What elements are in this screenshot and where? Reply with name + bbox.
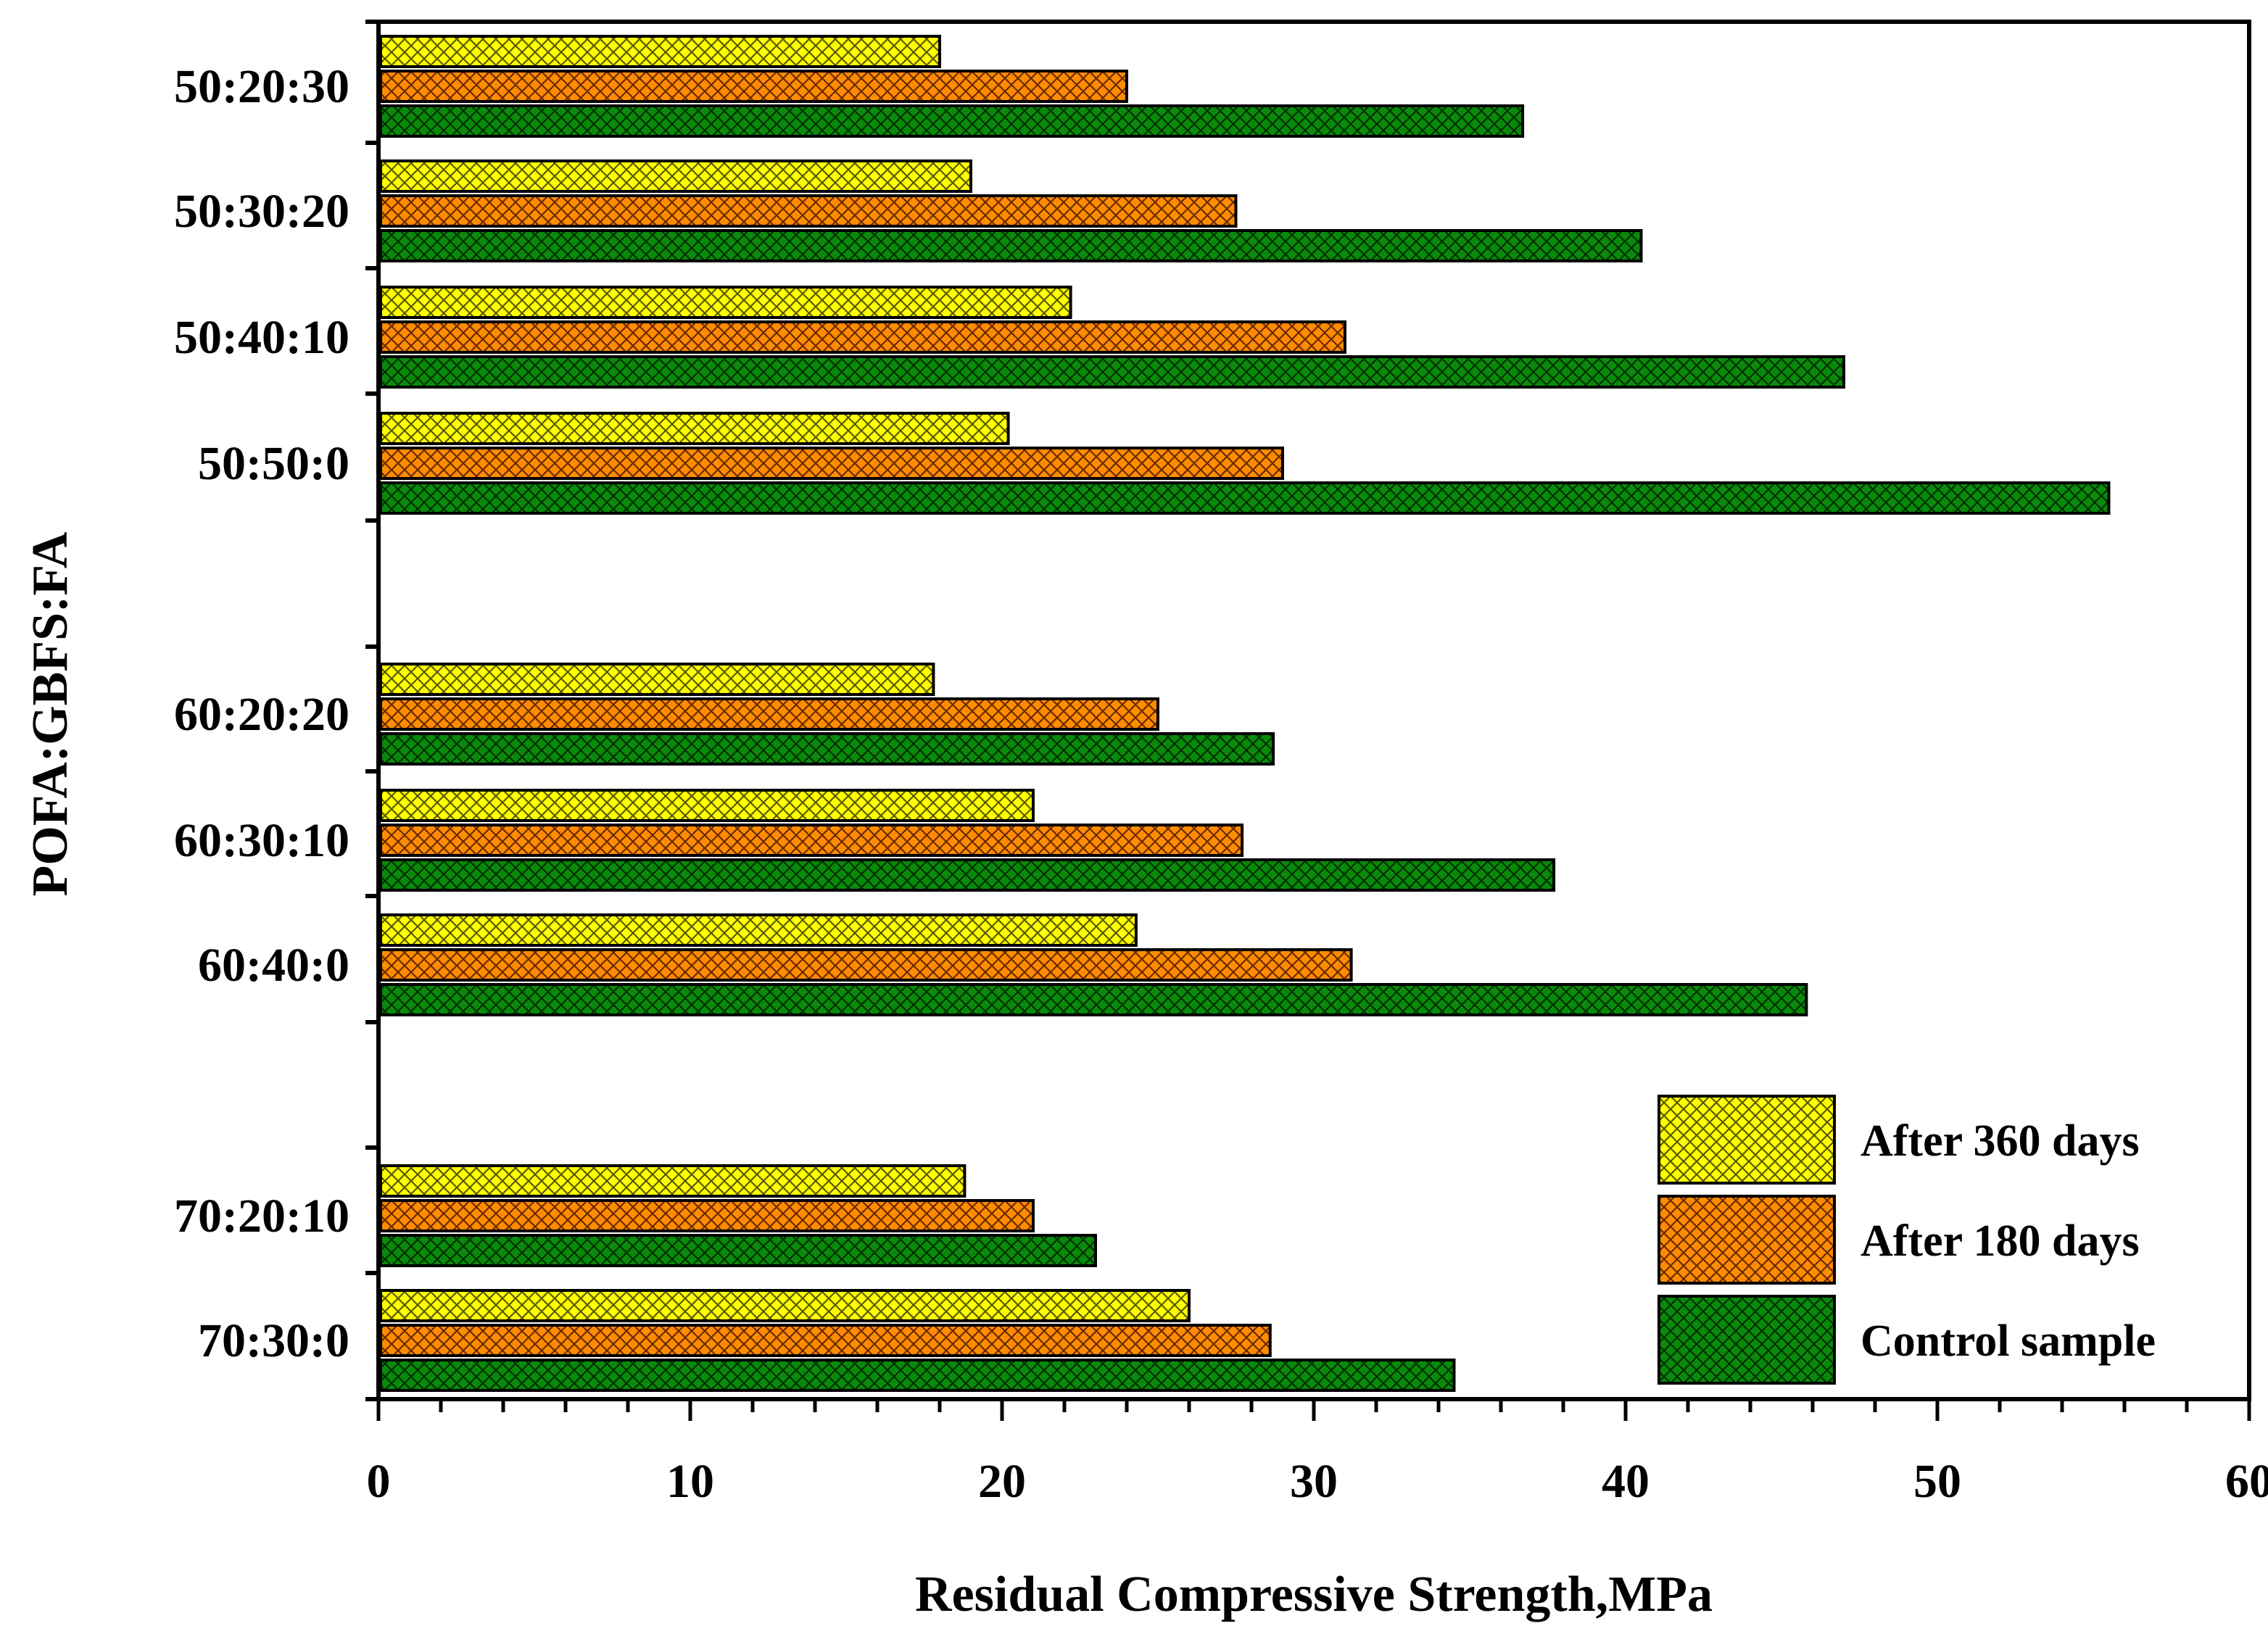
- bar-60-30-10-after-180-days: [379, 824, 1244, 857]
- bar-50-50-0-control-sample: [379, 481, 2111, 515]
- bar-50-50-0-after-180-days: [379, 447, 1284, 480]
- y-tick-label: 60:40:0: [198, 939, 349, 992]
- legend-label: After 360 days: [1861, 1116, 2140, 1166]
- x-tick-label: 40: [1602, 1455, 1650, 1508]
- bar-70-20-10-after-360-days: [379, 1164, 967, 1198]
- legend-label: Control sample: [1861, 1316, 2156, 1366]
- x-tick-label: 60: [2225, 1455, 2268, 1508]
- bar-50-30-20-control-sample: [379, 229, 1643, 262]
- x-tick-label: 10: [666, 1455, 714, 1508]
- bar-60-40-0-after-360-days: [379, 913, 1138, 947]
- y-tick-label: 50:40:10: [174, 311, 349, 364]
- bar-50-30-20-after-360-days: [379, 159, 972, 193]
- y-tick-label: 60:30:10: [174, 814, 349, 867]
- x-tick-label: 30: [1290, 1455, 1338, 1508]
- bar-70-30-0-after-180-days: [379, 1324, 1272, 1357]
- legend-label: After 180 days: [1861, 1216, 2140, 1266]
- legend-swatch-after-360-days: [1657, 1095, 1836, 1185]
- legend: After 360 days After 180 days Control samp…: [1657, 1095, 2156, 1385]
- y-axis-ticks: 50:20:30 50:30:20 50:40:10 50:50:0 60:20:20 6…: [174, 20, 378, 1401]
- y-axis-title: POFA:GBFS:FA: [22, 531, 78, 896]
- x-tick-label: 20: [978, 1455, 1026, 1508]
- bar-60-20-20-control-sample: [379, 732, 1275, 766]
- y-tick-label: 70:30:0: [198, 1314, 349, 1367]
- bar-60-20-20-after-180-days: [379, 697, 1159, 731]
- x-axis-title: Residual Compressive Strength,MPa: [915, 1567, 1713, 1622]
- bar-50-30-20-after-180-days: [379, 194, 1238, 228]
- y-tick-label: 70:20:10: [174, 1190, 349, 1243]
- bar-50-40-10-control-sample: [379, 355, 1845, 389]
- bar-50-20-30-after-180-days: [379, 70, 1128, 103]
- bar-50-40-10-after-180-days: [379, 320, 1346, 354]
- x-tick-label: 0: [367, 1455, 391, 1508]
- x-tick-label: 50: [1913, 1455, 1961, 1508]
- bar-60-40-0-control-sample: [379, 983, 1808, 1016]
- x-axis-ticks: 0 10 20 30 40 50 60: [367, 1399, 2268, 1508]
- y-tick-label: 60:20:20: [174, 688, 349, 741]
- bar-60-40-0-after-180-days: [379, 948, 1353, 982]
- bar-70-20-10-after-180-days: [379, 1199, 1035, 1232]
- bar-70-20-10-control-sample: [379, 1234, 1097, 1267]
- legend-swatch-control-sample: [1657, 1295, 1836, 1385]
- y-tick-label: 50:30:20: [174, 185, 349, 238]
- bar-70-30-0-control-sample: [379, 1359, 1456, 1392]
- bar-50-20-30-after-360-days: [379, 35, 941, 68]
- bar-60-30-10-after-360-days: [379, 789, 1035, 822]
- bars: [379, 35, 2111, 1392]
- bar-60-20-20-after-360-days: [379, 663, 935, 696]
- bar-50-20-30-control-sample: [379, 104, 1525, 138]
- y-tick-label: 50:20:30: [174, 60, 349, 113]
- bar-50-40-10-after-360-days: [379, 286, 1072, 319]
- bar-50-50-0-after-360-days: [379, 412, 1010, 445]
- bar-70-30-0-after-360-days: [379, 1289, 1191, 1322]
- bar-60-30-10-control-sample: [379, 858, 1556, 892]
- legend-swatch-after-180-days: [1657, 1195, 1836, 1285]
- y-tick-label: 50:50:0: [198, 437, 349, 490]
